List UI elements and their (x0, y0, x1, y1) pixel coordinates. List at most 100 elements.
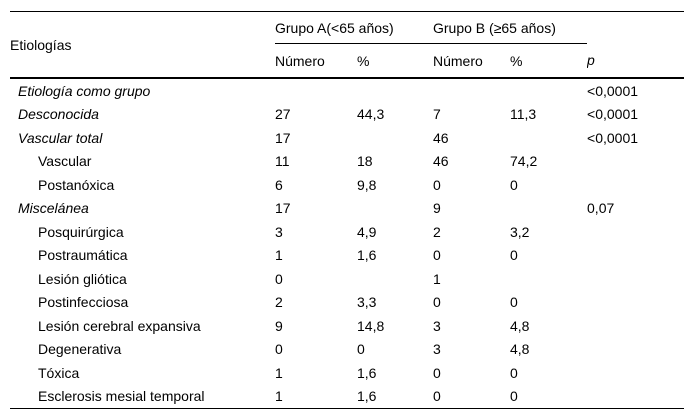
p-value: <0,0001 (587, 129, 639, 146)
table-row: Posquirúrgica 3 4,9 2 3,2 (10, 220, 684, 244)
p-value (587, 173, 684, 197)
etiology-label: Desconocida (18, 106, 99, 123)
table-row: Esclerosis mesial temporal 1 1,6 0 0 (10, 384, 685, 409)
etiology-label: Vascular (38, 153, 92, 170)
grupo-a-pct-value: 0 (357, 341, 365, 358)
grupo-a-numero-value: 17 (275, 200, 291, 217)
sub-header-row: Número % Número % p (10, 43, 685, 79)
grupo-a-pct-value (357, 78, 433, 103)
grupo-a-numero-value: 2 (275, 294, 283, 311)
grupo-b-numero-value: 0 (433, 384, 510, 409)
grupo-b-numero-value: 0 (433, 364, 441, 381)
table-row: Desconocida 27 44,3 7 11,3 <0,0001 (10, 103, 684, 127)
grupo-b-numero-value (433, 78, 510, 103)
grupo-b-pct-value: 4,8 (510, 341, 530, 358)
p-value (587, 384, 685, 409)
column-header-grupo-b-pct: % (510, 43, 588, 79)
grupo-a-numero-value: 3 (275, 223, 283, 240)
grupo-b-numero-value: 0 (433, 247, 441, 264)
grupo-b-pct-value: 0 (510, 294, 518, 311)
grupo-b-numero-value: 3 (433, 317, 441, 334)
grupo-a-pct-value: 1,6 (357, 384, 433, 409)
grupo-b-pct-value: 0 (510, 364, 518, 381)
grupo-b-numero-value: 7 (433, 106, 441, 123)
etiology-label: Posquirúrgica (38, 223, 124, 240)
grupo-a-numero-value: 17 (275, 129, 291, 146)
p-value (587, 267, 684, 291)
grupo-b-pct-value: 11,3 (510, 106, 537, 123)
p-value (587, 338, 684, 362)
etiology-label: Tóxica (38, 364, 80, 381)
grupo-a-pct-value: 44,3 (357, 106, 385, 123)
grupo-b-numero-value: 46 (433, 129, 449, 146)
grupo-b-pct-value (510, 197, 587, 221)
p-value (587, 150, 684, 174)
etiology-label: Vascular total (18, 129, 103, 146)
grupo-a-numero-value: 1 (275, 247, 283, 264)
grupo-b-numero-value: 9 (433, 200, 441, 217)
etiology-label: Lesión cerebral expansiva (38, 317, 201, 334)
grupo-b-numero-value: 0 (433, 176, 441, 193)
grupo-b-pct-value (510, 267, 587, 291)
grupo-b-pct-value: 74,2 (510, 153, 538, 170)
table-row: Etiología como grupo <0,0001 (10, 78, 684, 103)
grupo-a-pct-value: 3,3 (357, 294, 377, 311)
column-header-grupo-b-numero: Número (433, 43, 510, 79)
table-row: Miscelánea 17 9 0,07 (10, 197, 684, 221)
grupo-a-pct-value: 14,8 (357, 317, 385, 334)
table-row: Postraumática 1 1,6 0 0 (10, 244, 684, 268)
p-value (587, 361, 684, 385)
grupo-a-pct-value: 18 (357, 153, 373, 170)
grupo-a-pct-value: 4,9 (357, 223, 377, 240)
column-header-grupo-a-pct: % (357, 43, 433, 79)
grupo-b-pct-value: 0 (510, 384, 588, 409)
grupo-a-numero-value: 11 (275, 153, 290, 170)
p-value: <0,0001 (587, 106, 639, 123)
grupo-a-numero-value: 0 (275, 341, 283, 358)
grupo-b-numero-value: 0 (433, 294, 441, 311)
p-value (587, 291, 684, 315)
etiology-label: Etiología como grupo (18, 82, 151, 99)
column-header-grupo-a: Grupo A(<65 años) (275, 11, 433, 44)
grupo-b-numero-value: 3 (433, 341, 441, 358)
grupo-b-numero-value: 2 (433, 223, 441, 240)
column-header-grupo-a-numero: Número (275, 43, 357, 79)
grupo-a-pct-value: 1,6 (357, 247, 377, 264)
etiology-label: Postanóxica (38, 176, 115, 193)
grupo-a-numero-value: 6 (275, 176, 283, 193)
table-row: Degenerativa 0 0 3 4,8 (10, 338, 684, 362)
column-header-grupo-b: Grupo B (≥65 años) (433, 11, 588, 44)
p-value: 0,07 (587, 200, 615, 217)
etiology-label: Lesión gliótica (38, 270, 127, 287)
grupo-b-pct-value: 3,2 (510, 223, 530, 240)
group-header-row: Etiologías Grupo A(<65 años) Grupo B (≥6… (10, 11, 685, 79)
grupo-a-numero-value: 1 (275, 364, 283, 381)
etiology-label: Miscelánea (18, 200, 89, 217)
table-row: Lesión cerebral expansiva 9 14,8 3 4,8 (10, 314, 684, 338)
p-value (587, 314, 684, 338)
grupo-b-numero-value: 46 (433, 153, 449, 170)
grupo-a-numero-value: 27 (275, 106, 291, 123)
p-column-spacer (587, 11, 685, 44)
column-header-p: p (587, 43, 685, 79)
grupo-b-pct-value: 0 (510, 247, 518, 264)
table-body: Etiología como grupo <0,0001 Desconocida 27… (10, 78, 685, 409)
grupo-a-pct-value (357, 197, 433, 221)
p-value (587, 244, 684, 268)
grupo-a-pct-value (357, 267, 433, 291)
column-header-etiologias: Etiologías (10, 11, 275, 79)
table-row: Tóxica 1 1,6 0 0 (10, 361, 684, 385)
grupo-a-pct-value (357, 126, 433, 150)
grupo-a-numero-value (275, 78, 357, 103)
p-value (587, 220, 684, 244)
etiology-label: Esclerosis mesial temporal (10, 384, 275, 409)
grupo-a-numero-value: 9 (275, 317, 283, 334)
grupo-a-pct-value: 1,6 (357, 364, 377, 381)
table-row: Postinfecciosa 2 3,3 0 0 (10, 291, 684, 315)
etiologies-table: Etiologías Grupo A(<65 años) Grupo B (≥6… (10, 11, 685, 409)
table-row: Vascular 11 18 46 74,2 (10, 150, 684, 174)
etiology-label: Postraumática (38, 247, 128, 264)
grupo-b-pct-value (510, 78, 587, 103)
etiology-label: Degenerativa (38, 341, 122, 358)
grupo-b-numero-value: 1 (433, 270, 441, 287)
